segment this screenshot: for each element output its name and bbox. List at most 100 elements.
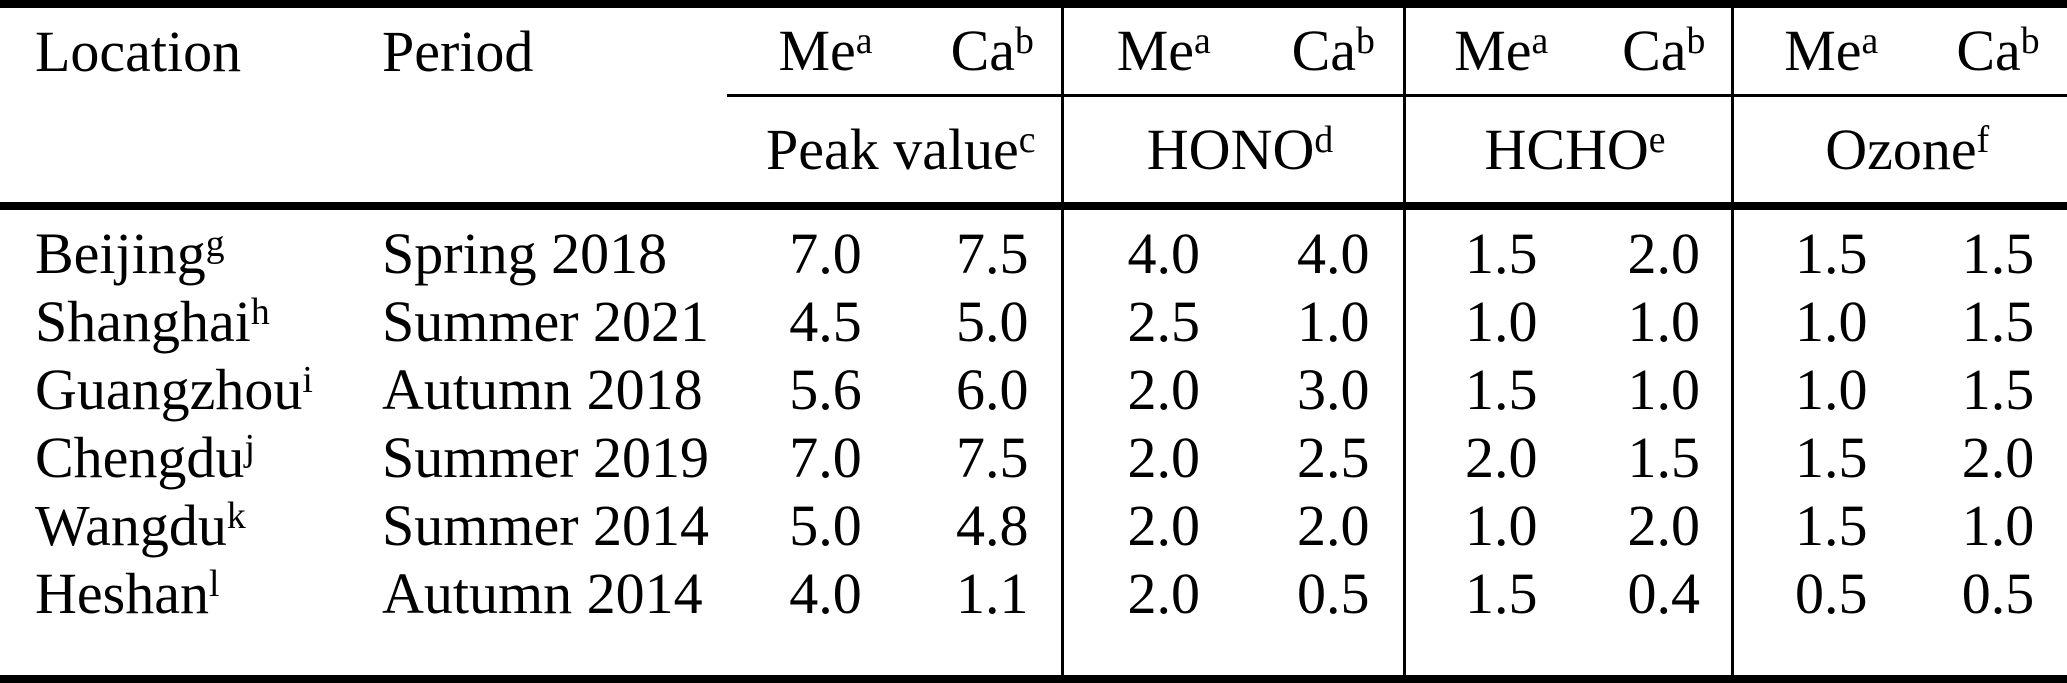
- value-cell: 2.0: [1127, 492, 1201, 558]
- value-cell: 1.5: [1961, 288, 2035, 354]
- value-cell: 6.0: [910, 355, 1064, 423]
- group-header-hcho: HCHOe: [1404, 95, 1734, 210]
- location-label: Guangzhou: [35, 356, 303, 422]
- value-cell: 4.0: [789, 560, 862, 626]
- value-cell: 2.0: [1127, 560, 1201, 626]
- col-header-me-group-2: Mea: [1062, 4, 1250, 97]
- value-cell: 1.5: [1795, 221, 1868, 286]
- location-cell: Heshanl: [0, 559, 382, 627]
- location-label: Chengdu: [35, 424, 245, 490]
- location-cell: Guangzhoui: [0, 355, 382, 423]
- me-label: Me: [1454, 18, 1532, 84]
- value-cell: 1.0: [1961, 492, 2035, 558]
- location-footnote-mark: j: [244, 426, 255, 469]
- value-cell: 7.0: [789, 424, 862, 490]
- group-header-hono: HONOd: [1062, 95, 1406, 210]
- value-cell: 1.5: [1465, 560, 1538, 626]
- col-header-location: Location: [35, 19, 242, 84]
- value-cell: 7.5: [910, 423, 1064, 491]
- value-cell: 7.0: [789, 221, 862, 286]
- table-row: Beijingg Spring 2018 7.0 7.5 4.0 4.0 1.5 2.0 1.5…: [0, 206, 2067, 287]
- value-cell: 1.1: [910, 559, 1064, 627]
- value-cell: 2.0: [1250, 491, 1406, 559]
- table-row: Shanghaih Summer 2021 4.5 5.0 2.5 1.0 1.0 1.0 1.…: [0, 287, 2067, 355]
- table-row: Heshanl Autumn 2014 4.0 1.1 2.0 0.5 1.5 0.4 0.5 0…: [0, 559, 2067, 627]
- value-cell: 7.5: [910, 206, 1064, 287]
- group-header-peak-value: Peak valuec: [727, 95, 1064, 210]
- value-cell: 4.5: [789, 288, 862, 354]
- location-cell: Shanghaih: [0, 287, 382, 355]
- ca-label: Ca: [1291, 18, 1357, 84]
- ca-label: Ca: [950, 18, 1016, 84]
- value-cell: 1.0: [1583, 287, 1734, 355]
- spacer-cell: [1732, 627, 2067, 679]
- period-cell: Summer 2014: [382, 492, 710, 558]
- value-cell: 1.5: [1961, 221, 2035, 286]
- col-header-me-group-3: Mea: [1404, 4, 1583, 97]
- location-cell: Chengduj: [0, 423, 382, 491]
- ca-footnote-mark: b: [2020, 20, 2040, 63]
- value-cell: 0.5: [1250, 559, 1406, 627]
- location-footnote-mark: k: [226, 494, 246, 537]
- group-label: Peak value: [765, 116, 1019, 182]
- value-cell: 2.0: [1961, 424, 2035, 490]
- group-label: HONO: [1146, 116, 1315, 182]
- value-cell: 3.0: [1250, 355, 1406, 423]
- value-cell: 2.0: [1127, 424, 1201, 490]
- me-label: Me: [1116, 18, 1195, 84]
- group-footnote-mark: d: [1314, 118, 1334, 161]
- header-row-groups: Peak valuec HONOd HCHOe Ozonef: [0, 95, 2067, 210]
- period-cell: Spring 2018: [382, 221, 668, 286]
- col-header-ca-group-1: Cab: [910, 4, 1064, 97]
- col-header-me-group-1: Mea: [727, 4, 910, 97]
- spacer-cell: [1404, 627, 1734, 679]
- header-spacer-location: [0, 95, 382, 210]
- header-spacer-period: [382, 95, 727, 210]
- value-cell: 2.0: [1583, 491, 1734, 559]
- table-row: Wangduk Summer 2014 5.0 4.8 2.0 2.0 1.0 2.0 1.5 1…: [0, 491, 2067, 559]
- location-label: Shanghai: [35, 288, 251, 354]
- value-cell: 2.0: [1583, 206, 1734, 287]
- location-footnote-mark: l: [208, 562, 220, 605]
- group-header-ozone: Ozonef: [1732, 95, 2067, 210]
- location-label: Heshan: [35, 560, 209, 626]
- col-header-ca-group-3: Cab: [1583, 4, 1734, 97]
- ca-label: Ca: [1622, 18, 1687, 84]
- col-header-period: Period: [382, 19, 534, 84]
- value-cell: 1.0: [1465, 492, 1538, 558]
- ca-footnote-mark: b: [1686, 20, 1706, 63]
- ca-label: Ca: [1956, 18, 2021, 84]
- group-footnote-mark: e: [1648, 118, 1666, 161]
- value-cell: 2.5: [1250, 423, 1406, 491]
- location-cell: Beijingg: [0, 206, 382, 287]
- me-footnote-mark: a: [855, 20, 873, 63]
- value-cell: 1.5: [1465, 356, 1538, 422]
- value-cell: 5.6: [789, 356, 862, 422]
- period-cell: Summer 2021: [382, 288, 710, 354]
- location-label: Beijing: [35, 221, 206, 286]
- value-cell: 0.5: [1961, 560, 2035, 626]
- value-cell: 1.0: [1250, 287, 1406, 355]
- ca-footnote-mark: b: [1015, 20, 1034, 63]
- bottom-spacer-row: [0, 627, 2067, 679]
- table-row: Chengduj Summer 2019 7.0 7.5 2.0 2.5 2.0 1.5 1.5…: [0, 423, 2067, 491]
- location-label: Wangdu: [35, 492, 227, 558]
- value-cell: 1.0: [1795, 288, 1868, 354]
- value-cell: 1.0: [1583, 355, 1734, 423]
- me-footnote-mark: a: [1531, 20, 1549, 63]
- value-cell: 1.5: [1961, 356, 2035, 422]
- group-label: HCHO: [1484, 116, 1649, 182]
- value-cell: 5.0: [910, 287, 1064, 355]
- value-cell: 4.0: [1127, 221, 1201, 286]
- location-cell: Wangduk: [0, 491, 382, 559]
- value-cell: 0.5: [1795, 560, 1868, 626]
- value-cell: 1.5: [1583, 423, 1734, 491]
- col-header-me-group-4: Mea: [1732, 4, 1915, 97]
- value-cell: 4.8: [910, 491, 1064, 559]
- value-cell: 0.4: [1583, 559, 1734, 627]
- me-label: Me: [1784, 18, 1862, 84]
- table-body: Beijingg Spring 2018 7.0 7.5 4.0 4.0 1.5 2.0 1.5…: [0, 206, 2067, 679]
- col-header-ca-group-2: Cab: [1250, 4, 1406, 97]
